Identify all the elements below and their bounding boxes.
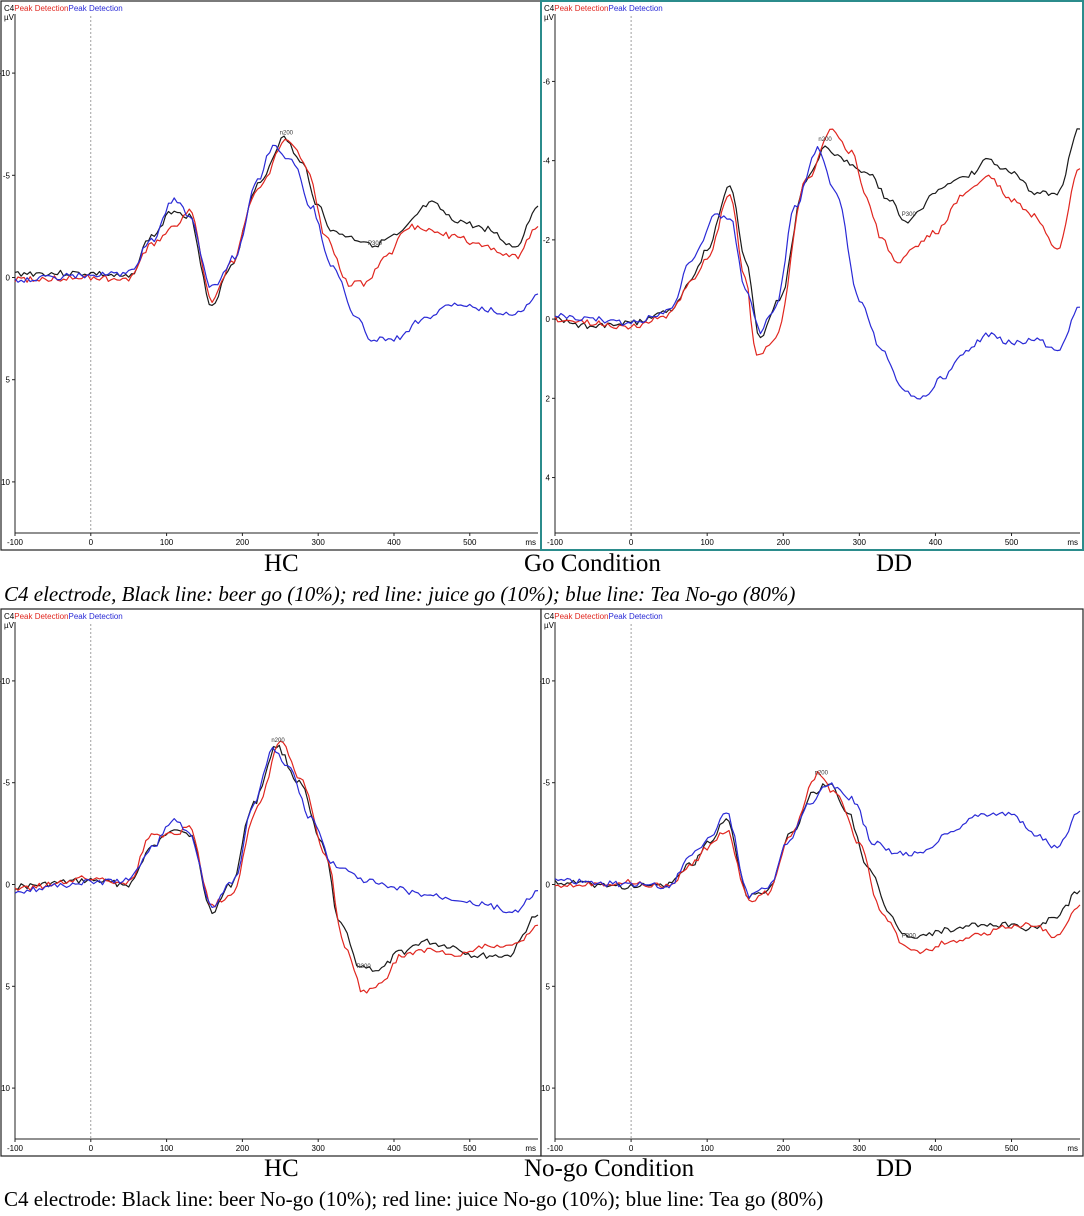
y-tick-label: -5 xyxy=(3,171,11,180)
y-tick-label: -2 xyxy=(543,236,551,245)
x-unit-label: ms xyxy=(1067,1144,1078,1153)
x-unit-label: ms xyxy=(525,538,536,547)
series-line-blue xyxy=(554,782,1081,899)
y-tick-label: 5 xyxy=(546,982,551,991)
y-unit-label: µV xyxy=(544,13,555,22)
legend-header: C4Peak DetectionPeak Detection xyxy=(4,612,123,621)
x-tick-label: 400 xyxy=(387,1144,401,1153)
x-unit-label: ms xyxy=(525,1144,536,1153)
series-line-blue xyxy=(14,144,539,342)
y-tick-label: 10 xyxy=(1,478,10,487)
y-tick-label: -4 xyxy=(543,157,551,166)
peak-annotation: P300 xyxy=(357,964,372,970)
chart-frame xyxy=(540,608,1084,1157)
y-tick-label: 0 xyxy=(6,881,11,890)
group-label-dd-go: DD xyxy=(876,550,913,577)
y-tick-label: -10 xyxy=(0,677,11,686)
y-tick-label: 5 xyxy=(6,376,11,385)
y-tick-label: 2 xyxy=(546,394,551,403)
x-tick-label: 200 xyxy=(777,1144,791,1153)
x-tick-label: 300 xyxy=(312,1144,326,1153)
y-tick-label: -5 xyxy=(3,779,11,788)
y-tick-label: -5 xyxy=(543,779,551,788)
x-tick-label: 300 xyxy=(853,538,867,547)
x-tick-label: 0 xyxy=(89,1144,94,1153)
series-line-blue xyxy=(14,746,539,914)
x-tick-label: 400 xyxy=(929,1144,943,1153)
x-unit-label: ms xyxy=(1067,538,1078,547)
y-tick-label: 10 xyxy=(541,1084,550,1093)
series-line-red xyxy=(554,128,1081,356)
x-tick-label: 100 xyxy=(700,538,714,547)
caption-go: C4 electrode, Black line: beer go (10%);… xyxy=(4,582,796,606)
x-tick-label: 100 xyxy=(160,538,174,547)
x-tick-label: 200 xyxy=(236,538,250,547)
peak-annotation: n200 xyxy=(818,137,832,143)
series-line-blue xyxy=(554,146,1081,400)
group-label-dd-nogo: DD xyxy=(876,1155,913,1182)
series-line-red xyxy=(554,770,1081,955)
series-line-red xyxy=(14,138,539,303)
group-label-hc-nogo: HC xyxy=(264,1155,299,1182)
peak-annotation: P300 xyxy=(902,212,917,218)
peak-annotation: n200 xyxy=(271,738,285,744)
x-tick-label: 300 xyxy=(312,538,326,547)
condition-label-nogo: No-go Condition xyxy=(524,1155,695,1182)
x-tick-label: 100 xyxy=(160,1144,174,1153)
group-label-hc-go: HC xyxy=(264,550,299,577)
x-tick-label: 500 xyxy=(1005,1144,1019,1153)
y-tick-label: -10 xyxy=(540,677,551,686)
y-tick-label: 0 xyxy=(546,315,551,324)
series-line-red xyxy=(14,740,539,994)
x-tick-label: -100 xyxy=(547,1144,564,1153)
x-tick-label: 400 xyxy=(387,538,401,547)
x-tick-label: 400 xyxy=(929,538,943,547)
y-unit-label: µV xyxy=(4,13,15,22)
peak-annotation: P300 xyxy=(902,933,917,939)
series-line-black xyxy=(554,128,1081,339)
y-tick-label: 0 xyxy=(6,274,11,283)
x-tick-label: 200 xyxy=(236,1144,250,1153)
y-tick-label: 4 xyxy=(546,474,551,483)
y-unit-label: µV xyxy=(4,621,15,630)
y-tick-label: 5 xyxy=(6,982,11,991)
x-tick-label: 0 xyxy=(629,1144,634,1153)
chart-panel-go-dd: C4Peak DetectionPeak Detection µV -6 -4 -2 0 2… xyxy=(540,0,1084,551)
chart-frame xyxy=(540,0,1084,551)
x-tick-label: 500 xyxy=(1005,538,1019,547)
x-tick-label: 0 xyxy=(629,538,634,547)
legend-header: C4Peak DetectionPeak Detection xyxy=(544,612,663,621)
y-tick-label: 10 xyxy=(1,1084,10,1093)
legend-header: C4Peak DetectionPeak Detection xyxy=(544,4,663,13)
x-tick-label: 300 xyxy=(853,1144,867,1153)
x-tick-label: 500 xyxy=(463,1144,477,1153)
series-line-black xyxy=(14,135,539,306)
caption-nogo: C4 electrode: Black line: beer No-go (10… xyxy=(4,1187,824,1211)
y-tick-label: -10 xyxy=(0,69,11,78)
legend-header: C4Peak DetectionPeak Detection xyxy=(4,4,123,13)
x-tick-label: -100 xyxy=(547,538,564,547)
x-tick-label: -100 xyxy=(7,1144,24,1153)
peak-annotation: n200 xyxy=(815,771,829,777)
chart-frame xyxy=(0,608,542,1157)
x-tick-label: -100 xyxy=(7,538,24,547)
series-line-black xyxy=(14,744,539,972)
x-tick-label: 100 xyxy=(700,1144,714,1153)
x-tick-label: 0 xyxy=(89,538,94,547)
condition-label-go: Go Condition xyxy=(524,550,661,577)
peak-annotation: n200 xyxy=(280,130,294,136)
y-tick-label: 0 xyxy=(546,881,551,890)
y-tick-label: -6 xyxy=(543,77,551,86)
y-unit-label: µV xyxy=(544,621,555,630)
x-tick-label: 500 xyxy=(463,538,477,547)
x-tick-label: 200 xyxy=(777,538,791,547)
peak-annotation: P300 xyxy=(368,241,383,247)
